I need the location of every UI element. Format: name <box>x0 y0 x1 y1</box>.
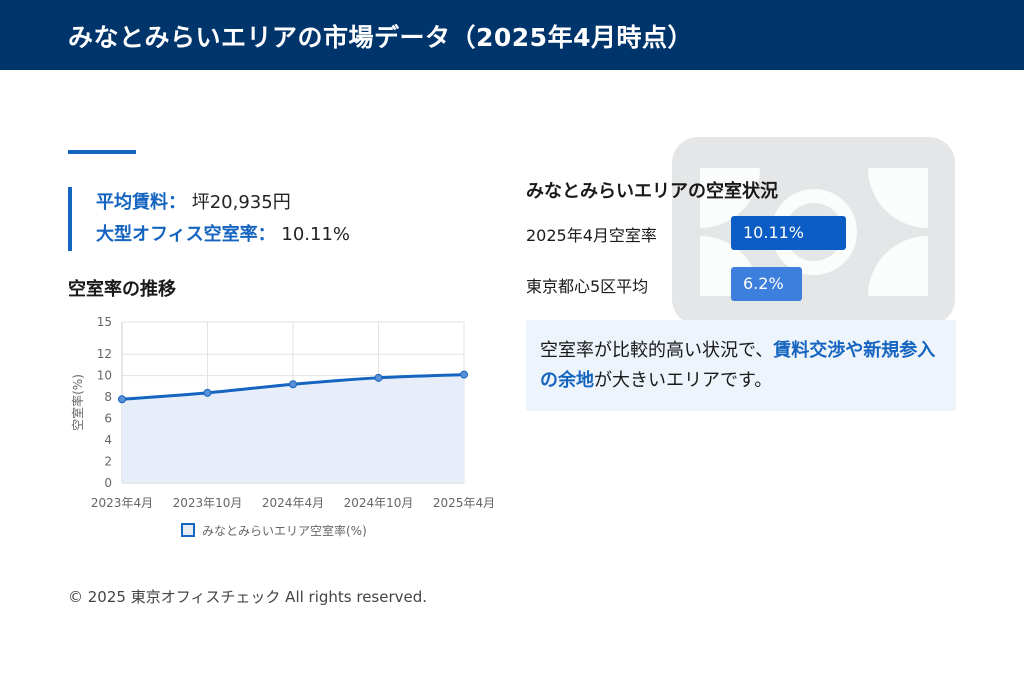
data-point <box>460 370 468 379</box>
footer-copyright: © 2025 東京オフィスチェック All rights reserved. <box>68 588 428 606</box>
rent-row: 平均賃料： 坪20,935円 <box>96 187 428 219</box>
vacancy-value: 10.11% <box>281 224 351 245</box>
legend-swatch <box>181 523 195 537</box>
header-bar: みなとみらいエリアの市場データ（2025年4月時点） <box>0 0 1024 70</box>
y-tick-label: 8 <box>104 390 112 404</box>
status-bar-value: 6.2% <box>743 274 784 293</box>
y-tick-label: 15 <box>97 315 112 329</box>
status-bar-label: 2025年4月空室率 <box>526 226 657 245</box>
vacancy-trend-chart: 0 2 4 6 8 10 12 15 2023年4月 2023年10月 2024年4月 2024年10… <box>70 315 495 538</box>
status-bar-row: 東京都心5区平均 6.2% <box>526 267 946 303</box>
x-tick-label: 2025年4月 <box>433 496 495 510</box>
status-bar-label: 東京都心5区平均 <box>526 277 649 296</box>
x-tick-label: 2023年4月 <box>91 496 153 510</box>
y-tick-label: 6 <box>104 412 112 426</box>
vacancy-label: 大型オフィス空室率： <box>96 224 276 245</box>
x-tick-label: 2024年4月 <box>262 496 324 510</box>
y-tick-label: 10 <box>97 369 112 383</box>
note-text: 空室率が比較的高い状況で、 <box>540 340 774 361</box>
trend-title: 空室率の推移 <box>68 279 176 300</box>
vacancy-row: 大型オフィス空室率： 10.11% <box>96 219 428 251</box>
rent-label: 平均賃料： <box>96 192 186 213</box>
rent-value: 坪20,935円 <box>191 192 291 213</box>
data-point <box>203 388 212 397</box>
data-point <box>118 395 126 404</box>
status-bar: 10.11% <box>731 216 847 250</box>
page-title: みなとみらいエリアの市場データ（2025年4月時点） <box>68 23 693 52</box>
x-tick-label: 2023年10月 <box>173 496 243 510</box>
note-box: 空室率が比較的高い状況で、賃料交渉や新規参入の余地が大きいエリアです。 <box>526 320 956 411</box>
summary-box: 平均賃料： 坪20,935円 大型オフィス空室率： 10.11% <box>68 187 428 251</box>
status-bar-row: 2025年4月空室率 10.11% <box>526 216 946 252</box>
x-tick-label: 2024年10月 <box>344 496 414 510</box>
series-area <box>122 374 464 483</box>
data-point <box>289 380 297 389</box>
y-tick-label: 4 <box>104 433 112 447</box>
accent-line <box>68 150 136 154</box>
y-tick-label: 12 <box>97 347 112 361</box>
status-title: みなとみらいエリアの空室状況 <box>526 181 778 202</box>
legend-label: みなとみらいエリア空室率(%) <box>202 523 367 538</box>
data-point <box>374 373 383 382</box>
y-axis-label: 空室率(%) <box>70 374 85 431</box>
note-highlight: 賃料交渉や新規参入の余地 <box>540 340 936 391</box>
status-bar: 6.2% <box>731 267 802 301</box>
note-text-end: が大きいエリアです。 <box>594 370 773 391</box>
y-tick-label: 0 <box>104 476 112 490</box>
y-tick-label: 2 <box>104 455 112 469</box>
status-bar-value: 10.11% <box>743 223 805 242</box>
